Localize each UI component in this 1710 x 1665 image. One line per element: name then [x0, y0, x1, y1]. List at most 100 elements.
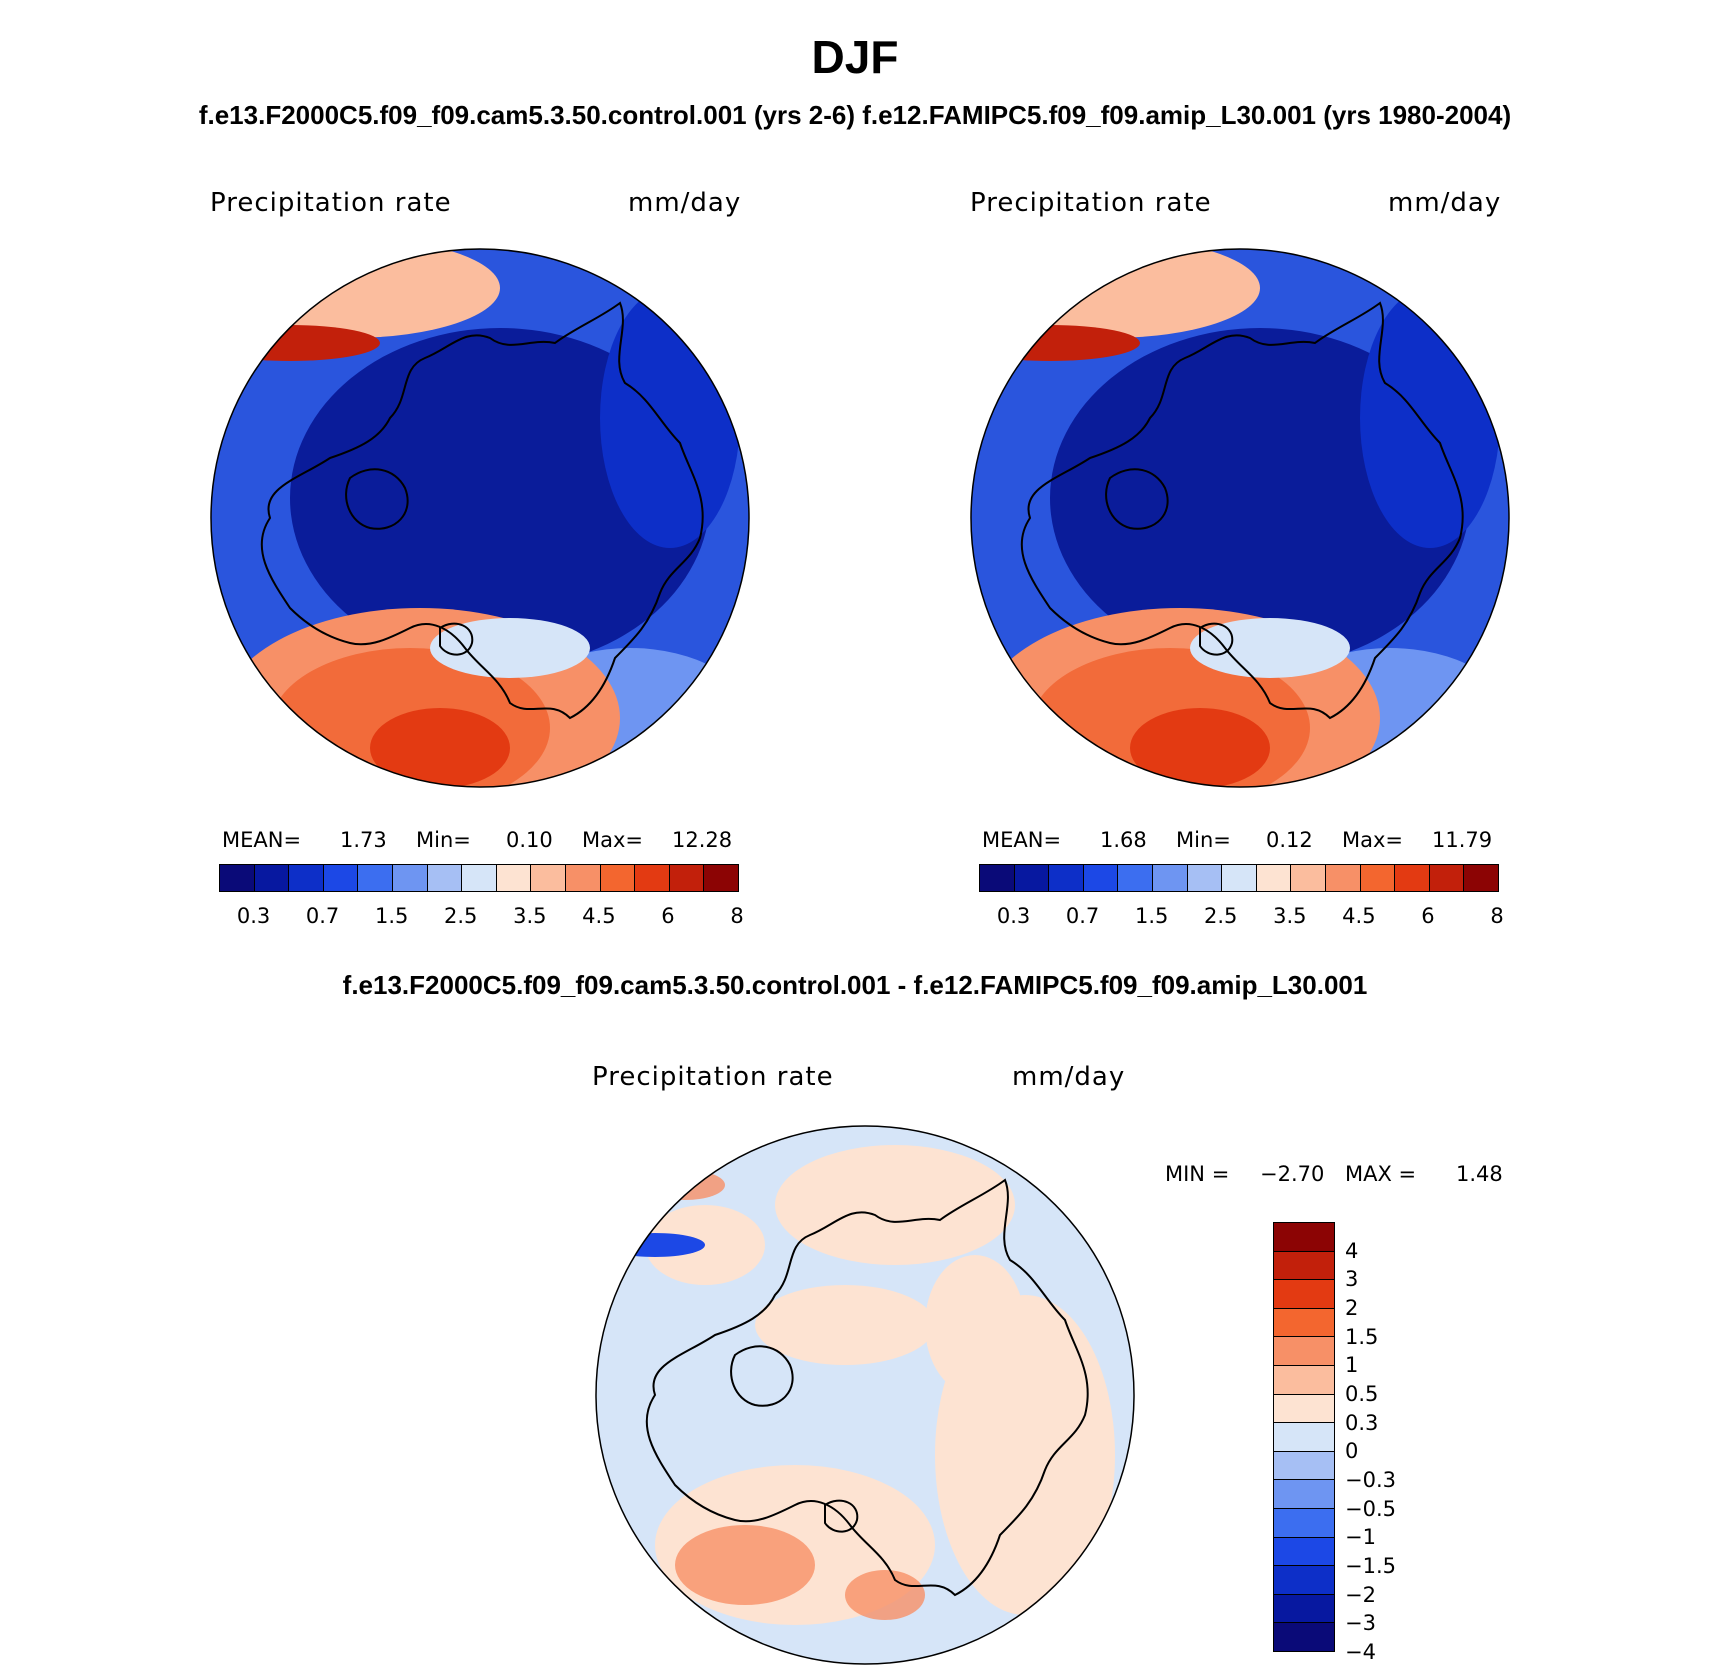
anomaly-region — [775, 1145, 1015, 1265]
colorbar-swatch — [462, 865, 497, 891]
colorbar-swatch — [1274, 1251, 1334, 1281]
colorbar-swatch — [600, 865, 636, 891]
colorbar-swatch — [1291, 865, 1326, 891]
colorbar-tick-label: 6 — [661, 904, 675, 928]
difference-subtitle: f.e13.F2000C5.f09_f09.cam5.3.50.control.… — [342, 970, 1368, 1000]
colorbar-swatch — [1256, 865, 1292, 891]
colorbar-swatch — [1274, 1337, 1334, 1366]
precip-region — [1190, 618, 1350, 678]
colorbar-swatch — [1360, 865, 1396, 891]
colorbar-swatch — [1222, 865, 1257, 891]
panel2-min-value: 0.12 — [1266, 828, 1313, 852]
colorbar-swatch — [1274, 1537, 1334, 1567]
colorbar-tick-label: 3.5 — [1273, 904, 1307, 928]
colorbar-tick-label: 0.7 — [1065, 904, 1100, 928]
colorbar-tick-label: 0 — [1345, 1439, 1359, 1464]
colorbar-tick-label: 0.5 — [1345, 1382, 1379, 1406]
panel1-max-value: 12.28 — [672, 828, 733, 852]
colorbar-swatch — [565, 865, 601, 891]
diff-min-label: MIN = — [1165, 1162, 1230, 1186]
map-border — [210, 248, 750, 788]
anomaly-region — [845, 1570, 925, 1620]
colorbar-swatch — [1274, 1423, 1334, 1452]
colorbar-swatch — [392, 865, 428, 891]
map-border — [970, 248, 1510, 788]
colorbar-tick-label: 0.3 — [236, 904, 271, 928]
colorbar-swatch — [1118, 865, 1153, 891]
coastline — [1105, 468, 1169, 530]
coastline — [439, 622, 474, 656]
colorbar-swatch — [1274, 1594, 1334, 1624]
colorbar-swatch — [254, 865, 290, 891]
colorbar-swatch — [1083, 865, 1119, 891]
colorbar-swatch — [1049, 865, 1084, 891]
diff-variable-label: Precipitation rate — [592, 1062, 834, 1092]
panel1-mean-value: 1.73 — [340, 828, 387, 852]
colorbar-swatch — [427, 865, 463, 891]
colorbar-tick-label: 3 — [1345, 1267, 1359, 1292]
colorbar-swatch — [1274, 1508, 1334, 1538]
colorbar-swatch — [980, 865, 1015, 891]
colorbar-swatch — [289, 865, 324, 891]
colorbar-swatch — [1274, 1223, 1334, 1252]
panel2-mean-label: MEAN= — [982, 828, 1062, 852]
colorbar-swatch — [1274, 1623, 1334, 1651]
colorbar-tick-label: 1.5 — [1134, 904, 1169, 928]
colorbar-tick-label: −2 — [1345, 1582, 1376, 1607]
panel2-units-label: mm/day — [1388, 188, 1502, 218]
colorbar-swatch — [496, 865, 532, 891]
coastline — [645, 1178, 1089, 1597]
anomaly-region — [605, 1233, 705, 1257]
colorbar-swatch — [1187, 865, 1223, 891]
colorbar-tick-label: −4 — [1345, 1640, 1376, 1664]
colorbar-tick-label: 4.5 — [1342, 904, 1376, 928]
panel2-mean-value: 1.68 — [1100, 828, 1147, 852]
colorbar-swatch — [635, 865, 670, 891]
colorbar-tick-label: −1.5 — [1345, 1554, 1396, 1578]
colorbar-tick-label: 3.5 — [513, 904, 547, 928]
panel1-units-label: mm/day — [628, 188, 742, 218]
diff-units-label: mm/day — [1012, 1062, 1126, 1092]
colorbar-swatch — [1274, 1308, 1334, 1338]
colorbar-tick-label: −0.3 — [1345, 1468, 1396, 1492]
precip-region — [430, 618, 590, 678]
coastline — [260, 301, 704, 720]
coastline — [1020, 301, 1464, 720]
panel2-polar-map — [970, 248, 1510, 788]
colorbar-swatch — [1274, 1480, 1334, 1509]
colorbar-tick-label: 6 — [1421, 904, 1435, 928]
colorbar-swatch — [220, 865, 255, 891]
colorbar-tick-label: −0.5 — [1345, 1496, 1396, 1521]
diff-max-value: 1.48 — [1456, 1162, 1503, 1186]
colorbar-tick-label: 1 — [1345, 1353, 1359, 1378]
colorbar-swatch — [1274, 1365, 1334, 1395]
colorbar-swatch — [669, 865, 705, 891]
difference-polar-map — [595, 1125, 1135, 1665]
colorbar-tick-label: −3 — [1345, 1611, 1376, 1636]
panel2-max-label: Max= — [1342, 828, 1404, 852]
anomaly-region — [675, 1525, 815, 1605]
colorbar-tick-label: 1.5 — [374, 904, 409, 928]
colorbar-tick-label: 8 — [1490, 904, 1504, 928]
colorbar-tick-label: 1.5 — [1345, 1324, 1379, 1349]
page-title: DJF — [811, 31, 899, 83]
panel1-polar-map — [210, 248, 750, 788]
colorbar-swatch — [1274, 1280, 1334, 1309]
colorbar-tick-label: 2 — [1345, 1296, 1359, 1320]
wet-region — [370, 708, 510, 787]
coastline — [730, 1345, 794, 1407]
colorbar-swatch — [323, 865, 359, 891]
anomaly-region — [925, 1255, 1025, 1395]
colorbar-tick-label: 0.7 — [305, 904, 340, 928]
colorbar-swatch — [1274, 1566, 1334, 1595]
colorbar-tick-label: −1 — [1345, 1525, 1376, 1550]
panel1-min-label: Min= — [416, 828, 471, 852]
colorbar-swatch — [358, 865, 393, 891]
coastline — [345, 468, 409, 530]
anomaly-region — [755, 1285, 935, 1365]
colorbar-swatch — [1014, 865, 1050, 891]
panel2-variable-label: Precipitation rate — [970, 188, 1212, 218]
colorbar-tick-label: 4.5 — [582, 904, 616, 928]
panel1-mean-label: MEAN= — [222, 828, 302, 852]
panel1-max-label: Max= — [582, 828, 644, 852]
